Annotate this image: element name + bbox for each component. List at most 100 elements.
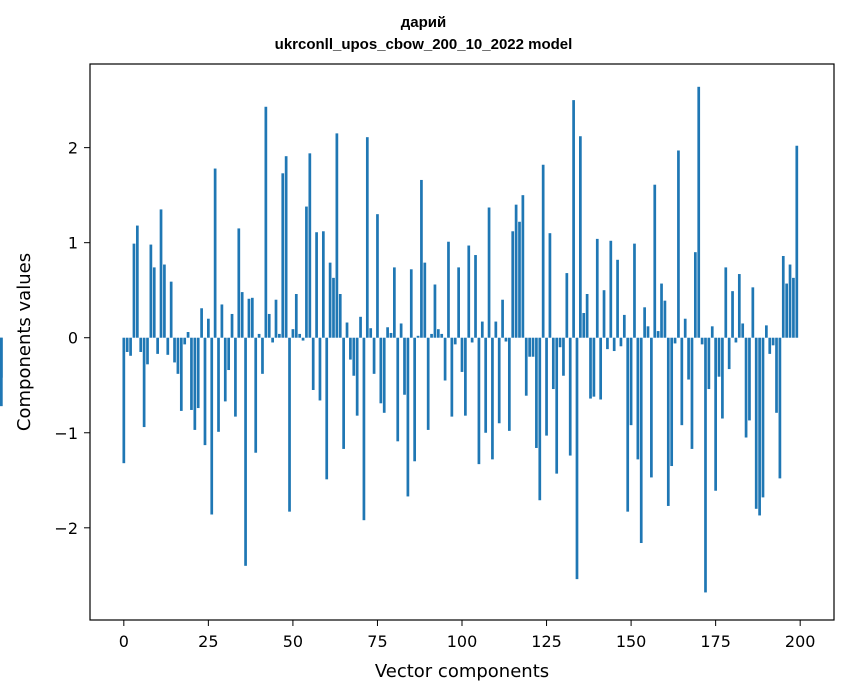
bar — [717, 337, 721, 377]
bar — [460, 337, 464, 372]
bar — [602, 290, 606, 338]
bar — [430, 333, 433, 338]
bar — [710, 326, 714, 338]
bar — [646, 326, 650, 338]
bar — [227, 337, 231, 371]
bar — [213, 168, 217, 338]
bar — [457, 267, 460, 338]
bar — [714, 337, 717, 491]
bar — [748, 337, 751, 421]
bar — [413, 337, 417, 462]
bar — [585, 294, 589, 338]
bar — [761, 337, 765, 498]
bar — [257, 333, 261, 338]
bar — [152, 267, 156, 338]
bar — [535, 337, 538, 448]
bar — [372, 337, 376, 374]
bar — [518, 221, 521, 338]
bar — [0, 337, 3, 407]
bar — [663, 300, 667, 338]
bar — [376, 214, 379, 338]
y-tick-label: −2 — [54, 519, 78, 538]
bar — [423, 262, 427, 338]
bar — [433, 284, 437, 338]
bar — [704, 337, 707, 593]
bar — [470, 337, 474, 343]
bar — [318, 337, 322, 401]
bar — [440, 333, 444, 338]
bar — [399, 323, 403, 338]
bar — [507, 337, 511, 431]
bar — [179, 337, 183, 411]
y-tick-label: 0 — [68, 329, 78, 348]
bar — [416, 335, 420, 338]
bar — [781, 255, 785, 338]
bar — [551, 337, 555, 390]
bar — [521, 195, 525, 338]
bar — [207, 318, 210, 338]
bar — [393, 267, 396, 338]
bar — [673, 337, 677, 344]
chart-title: дарий — [400, 14, 447, 31]
x-axis-ticks: 0 25 50 75 100 125 150 175 200 — [119, 620, 816, 651]
bar — [636, 337, 640, 460]
bar — [271, 337, 274, 343]
bar — [775, 337, 778, 413]
bar — [494, 321, 498, 338]
bar — [278, 333, 281, 338]
x-tick-label: 200 — [785, 632, 816, 651]
x-tick-label: 100 — [447, 632, 478, 651]
y-tick-label: 2 — [68, 139, 78, 158]
bar — [700, 337, 704, 345]
bar — [311, 337, 315, 390]
bar — [159, 209, 163, 338]
bar — [315, 232, 318, 338]
bar — [217, 337, 220, 432]
bar — [342, 337, 345, 449]
bar — [355, 337, 359, 416]
bar — [572, 100, 575, 338]
bar — [568, 337, 572, 456]
bar — [778, 337, 782, 479]
bar — [176, 337, 180, 374]
bar — [693, 252, 697, 338]
bar — [200, 308, 203, 338]
bar — [173, 337, 176, 363]
bar — [734, 337, 738, 343]
bar — [707, 337, 711, 390]
bar — [751, 287, 755, 338]
bar — [382, 337, 386, 413]
bar — [301, 337, 305, 341]
bar — [595, 238, 599, 338]
bar — [565, 273, 569, 338]
bar — [484, 337, 488, 433]
bar — [352, 337, 356, 376]
bar — [291, 329, 295, 338]
bar — [464, 337, 467, 416]
bar — [683, 318, 687, 338]
bar — [223, 337, 227, 402]
bar — [616, 259, 619, 338]
y-axis-label: Components values — [14, 253, 35, 431]
bar — [629, 337, 633, 426]
bar — [426, 337, 430, 430]
bar — [531, 337, 535, 357]
bar — [190, 337, 193, 410]
x-tick-label: 75 — [367, 632, 387, 651]
bar — [497, 337, 501, 424]
bar — [261, 337, 264, 374]
bar — [453, 337, 457, 345]
bar — [345, 322, 349, 338]
bar — [677, 150, 680, 338]
bar — [338, 294, 342, 338]
bar — [721, 337, 724, 419]
bar — [139, 337, 143, 352]
bar — [639, 337, 643, 544]
bar — [612, 337, 616, 352]
bar — [690, 337, 694, 449]
bar — [653, 184, 657, 338]
bar — [599, 337, 603, 400]
y-tick-label: 1 — [68, 234, 78, 253]
bar — [514, 204, 518, 338]
x-tick-label: 175 — [700, 632, 731, 651]
